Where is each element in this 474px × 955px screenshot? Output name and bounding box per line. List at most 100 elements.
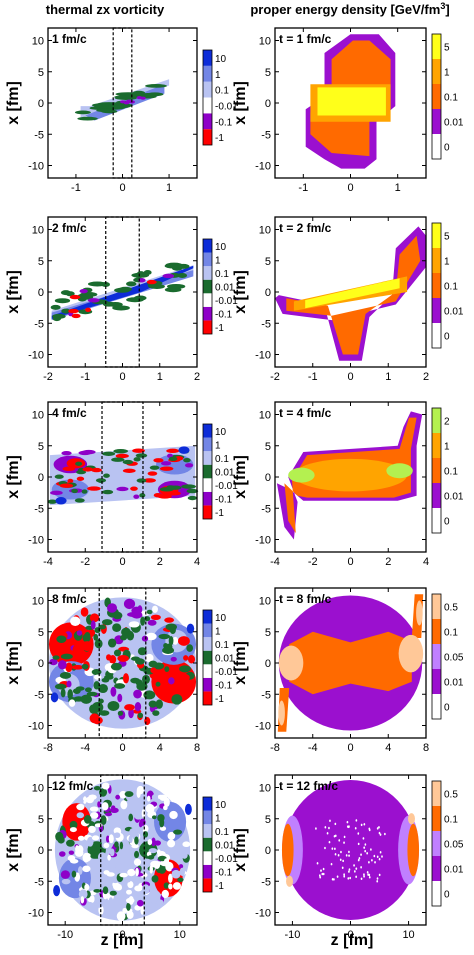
vort-blob [133,494,140,499]
energy-speck [348,854,350,857]
y-tick-label: -5 [261,503,271,515]
vort-blob [136,785,144,795]
vort-blob [85,307,92,313]
vort-blob [134,702,142,712]
vort-blob [128,813,134,822]
y-tick-label: -5 [261,876,271,888]
vort-blob [69,858,79,864]
vort-blob [133,689,142,699]
vort-blob [136,899,144,907]
legend-label: 0.05 [444,840,464,851]
legend-label: 1 [444,68,450,79]
energy-speck [353,870,356,873]
vort-blob [140,905,145,915]
legend-label: 0.1 [444,93,458,104]
vort-blob [91,467,102,473]
vort-blob [100,815,107,826]
vort-blob [118,286,132,292]
vort-blob [81,489,88,494]
legend-label: -0.01 [215,854,238,865]
energy-speck [363,875,365,878]
legend-swatch [203,623,212,638]
x-tick-label: 4 [385,742,391,754]
vort-blob [103,842,110,849]
vort-blob [94,823,103,828]
vorticity-map-8 [53,779,192,922]
vort-blob [137,605,143,614]
vort-blob [147,471,158,476]
legend-swatch [432,594,441,619]
energy-speck [353,864,355,867]
legend-swatch [203,491,212,506]
energy-speck [378,857,381,861]
y-tick-label: -5 [261,318,271,330]
vort-blob [134,836,139,845]
x-tick-label: 0 [347,742,353,754]
legend-label: 0 [444,332,450,343]
energy-speck [315,827,317,830]
vort-blob [131,611,143,619]
vort-blob [169,810,178,820]
energy-speck [362,837,365,840]
legend-label: 0.5 [444,603,458,614]
vort-blob [123,101,130,105]
legend-label: 0.01 [215,468,235,479]
energy-region [278,700,285,726]
x-tick-label: -8 [43,742,53,754]
legend-swatch [432,483,441,508]
energy-region [288,467,315,483]
vort-blob [57,660,67,670]
vort-blob [105,812,113,817]
energy-speck [326,831,329,835]
y-tick-label: 0 [265,845,271,857]
energy-speck [331,847,334,850]
energy-region [416,600,423,626]
y-tick-label: 10 [32,36,44,48]
plot-frame [47,774,198,926]
vort-blob [155,681,161,687]
vort-blob [139,493,146,498]
vort-blob [77,866,83,875]
energy-speck [339,858,342,861]
energy-speck [371,858,373,862]
energy-speck [333,878,335,881]
vort-blob [182,841,191,848]
vort-blob [106,654,112,661]
vorticity-map-4 [47,445,199,506]
vort-blob [132,448,145,453]
vort-blob [160,461,172,466]
vort-blob [184,463,194,468]
legend-label: -0.01 [215,667,238,678]
vort-blob [168,873,173,884]
x-tick-label: 0 [347,929,353,941]
x-tick-label: -10 [284,929,300,941]
vort-blob [89,806,99,812]
plot-frame [274,587,427,739]
vort-blob [81,449,96,455]
energy-region [407,823,420,877]
energy-speck [376,877,379,880]
y-axis-label: x [fm] [5,81,22,125]
time-label: t = 1 fm/c [279,32,332,46]
y-tick-label: 10 [32,596,44,608]
plot-frame [47,27,198,179]
legend-label: 0.5 [444,790,458,801]
energy-speck [336,875,339,878]
vort-blob [114,95,140,99]
vort-blob [90,895,95,903]
x-tick-label: 0 [119,182,125,194]
vort-blob [162,273,175,279]
vort-blob [82,467,94,472]
vort-blob [60,653,73,660]
vort-blob [76,630,83,636]
vort-blob [112,883,122,891]
legend-swatch [203,505,212,519]
x-tick-label: -2 [308,556,318,568]
vort-blob [164,666,170,673]
vort-blob [134,811,143,820]
vort-blob [69,827,77,833]
legend-swatch [432,781,441,806]
vort-blob [79,288,88,294]
legend-label: -1 [215,881,224,892]
energy-region [305,278,400,309]
